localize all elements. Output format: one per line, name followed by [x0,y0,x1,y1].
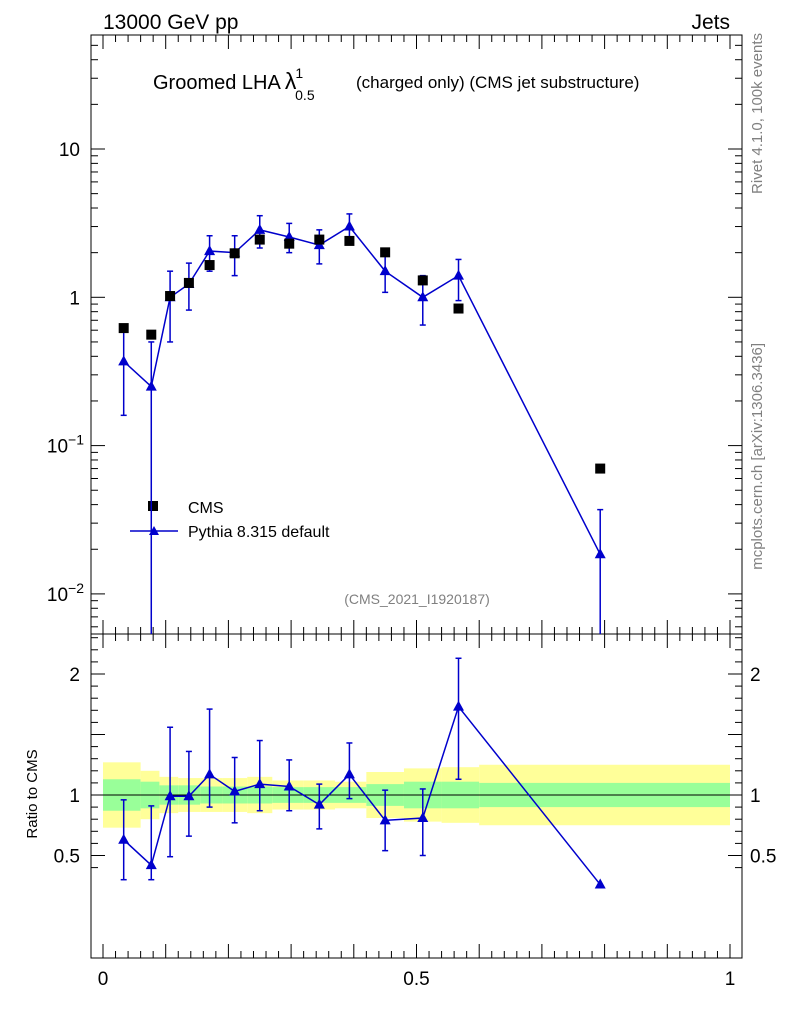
cms-point [146,329,157,340]
mc-point [145,380,157,391]
cms-point [595,463,606,474]
ratio-point [145,859,157,870]
main-y-tick-label: 10 [59,140,80,161]
ratio-point [379,814,391,825]
ratio-point [343,768,355,779]
legend-data-marker [148,501,158,511]
main-panel-frame [90,34,743,635]
main-y-tick-label: 1 [69,288,80,309]
ratio-point [283,780,295,791]
ratio-y-tick-label-right: 0.5 [750,847,776,868]
cms-point [453,303,464,314]
mc-point [417,291,429,302]
mc-point [204,245,216,256]
cms-point [183,277,194,288]
mcplots-label: mcplots.cern.ch [arXiv:1306.3436] [749,343,766,570]
cms-point [417,275,428,286]
mc-point [118,355,130,366]
ratio-panel-data [118,657,606,889]
ratio-point [417,811,429,822]
ratio-point [183,790,195,801]
mc-point [343,220,355,231]
ratio-point [594,878,606,889]
ratio-y-axis-label: Ratio to CMS [24,749,41,838]
x-tick-label: 0.5 [403,969,429,990]
ratio-y-tick-label-right: 2 [750,665,761,686]
plot-title: Groomed LHA λ1 0.5 [153,65,315,103]
main-y-tick-label: 10−2 [47,580,84,606]
mc-point [453,269,465,280]
main-y-tick-label: 10−1 [47,432,84,458]
cms-point [118,323,129,334]
mc-point [379,265,391,276]
cms-point [380,247,391,258]
ratio-y-tick-label: 2 [69,665,80,686]
plot-subtitle: (charged only) (CMS jet substructure) [356,73,639,92]
cms-point [165,291,176,302]
ratio-y-tick-label: 0.5 [54,847,80,868]
legend-data-label: CMS [188,500,224,517]
ratio-y-tick-label-right: 1 [750,786,761,807]
ratio-point [229,785,241,796]
header-jets-label: Jets [691,11,730,34]
ratio-y-tick-label: 1 [69,786,80,807]
ratio-point [164,790,176,801]
header-energy-label: 13000 GeV pp [103,11,238,34]
mc-point [254,223,266,234]
ratio-point [254,778,266,789]
x-tick-label: 1 [725,969,736,990]
x-tick-label: 0 [98,969,109,990]
cms-point [344,235,355,246]
legend-mc-label: Pythia 8.315 default [188,524,330,541]
rivet-version-label: Rivet 4.1.0, 100k events [749,33,766,194]
cms-point [284,238,295,249]
main-panel-data [118,213,606,634]
ratio-point [453,700,465,711]
cms-point [204,260,215,271]
ratio-point [313,798,325,809]
analysis-watermark: (CMS_2021_I1920187) [344,591,490,607]
ratio-point [118,833,130,844]
cms-point [254,234,265,245]
ratio-point [204,768,216,779]
main-axis-ticks: 10 1 10−1 10−2 [47,35,742,634]
mc-point [594,548,606,559]
cms-point [229,248,240,259]
mc-point [283,231,295,242]
cms-point [314,234,325,245]
